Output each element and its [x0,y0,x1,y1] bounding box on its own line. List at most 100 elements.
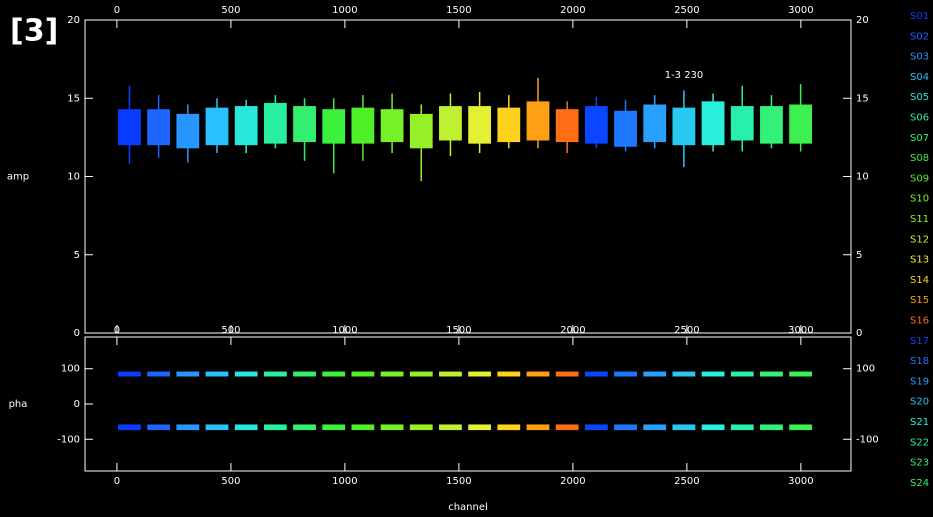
range-band [205,424,229,431]
x-axis-label: channel [448,502,488,513]
range-band [409,113,433,149]
legend-entry: S23 [910,458,929,469]
x-tick-label: 500 [221,476,240,487]
range-band [176,371,200,377]
range-band [526,101,550,141]
range-band [351,371,375,377]
legend-entry: S18 [910,356,929,367]
range-band [439,106,462,141]
range-band [118,424,141,431]
x-tick-label: 1000 [332,476,357,487]
range-band [643,371,667,377]
y-tick-label: 0 [74,328,80,339]
range-band [555,371,579,377]
range-band [380,109,404,143]
y-axis-label: pha [9,399,28,410]
range-band [147,371,171,377]
range-band [643,424,667,431]
legend-entry: S05 [910,92,929,103]
range-band [118,371,141,377]
range-band [789,104,813,144]
x-tick-label: 1000 [332,5,357,16]
range-band [439,424,462,431]
x-tick-label: 3000 [788,476,813,487]
legend-entry: S04 [910,72,929,83]
annotation: 1-3 230 [665,70,704,81]
range-band [118,109,141,146]
range-band [205,107,229,146]
range-band [760,371,783,377]
range-band [730,371,754,377]
range-band [730,424,754,431]
legend-entry: S16 [910,316,929,327]
range-band [147,109,171,146]
range-band [293,424,316,431]
range-band [730,106,754,141]
legend-entry: S12 [910,234,929,245]
range-band [380,424,404,431]
y2-tick-label: 15 [856,93,869,104]
range-band [584,424,608,431]
x-tick-label: 1500 [446,5,471,16]
y-tick-label: 5 [74,250,80,261]
range-band [263,371,287,377]
range-band [672,107,696,146]
range-band [584,106,608,144]
range-band [293,371,316,377]
range-band [234,371,258,377]
legend-entry: S17 [910,336,929,347]
legend-entry: S03 [910,52,929,63]
y-tick-label: 15 [67,93,80,104]
range-band [497,424,521,431]
x-tick-label: 2000 [560,5,585,16]
range-band [147,424,171,431]
range-band [701,424,725,431]
range-band [672,371,696,377]
y-tick-label: 20 [67,15,80,26]
x-tick-label: 1500 [446,476,471,487]
x-tick-label: 500 [221,5,240,16]
legend-entry: S15 [910,295,929,306]
range-band [176,424,200,431]
legend-entry: S06 [910,113,929,124]
range-band [672,424,696,431]
range-band [380,371,404,377]
range-band [555,424,579,431]
range-band [526,424,550,431]
range-band [409,371,433,377]
range-band [760,424,783,431]
x-tick-label: 2500 [674,5,699,16]
legend-entry: S10 [910,194,929,205]
legend-entry: S11 [910,214,929,225]
range-band [614,371,637,377]
y-axis-label: amp [7,172,29,183]
x-tick-label: 2000 [560,476,585,487]
y2-tick-label: 10 [856,172,869,183]
range-band [760,106,783,144]
range-band [789,371,813,377]
legend-entry: S09 [910,173,929,184]
y2-tick-label: 0 [856,328,862,339]
range-band [205,371,229,377]
legend-entry: S22 [910,437,929,448]
x-tick-label: 3000 [788,5,813,16]
range-band [409,424,433,431]
pha-frame [84,336,852,472]
range-band [293,106,316,143]
range-band [584,371,608,377]
range-band [176,113,200,149]
legend-entry: S01 [910,11,929,22]
legend-entry: S20 [910,397,929,408]
range-band [263,424,287,431]
legend-entry: S14 [910,275,929,286]
range-band [351,424,375,431]
legend-entry: S19 [910,376,929,387]
legend-entry: S21 [910,417,929,428]
y-tick-label: 100 [61,364,80,375]
y-tick-label: 10 [67,172,80,183]
x-tick-label: 0 [114,476,120,487]
x-tick-label: 0 [114,5,120,16]
range-band [439,371,462,377]
range-band [497,107,521,143]
